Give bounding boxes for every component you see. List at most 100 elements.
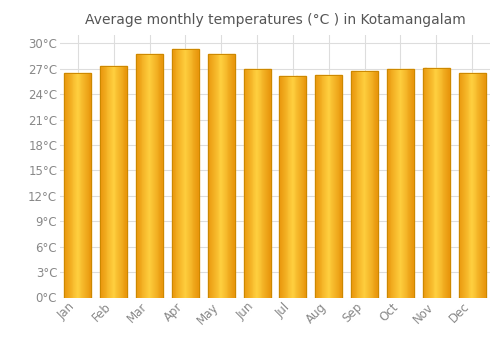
Bar — [265, 69, 266, 298]
Bar — [429, 68, 430, 298]
Bar — [329, 75, 330, 298]
Bar — [334, 75, 335, 298]
Bar — [161, 54, 162, 298]
Bar — [190, 49, 191, 298]
Bar — [84, 73, 85, 298]
Bar — [353, 71, 354, 297]
Bar — [462, 73, 463, 298]
Bar — [75, 73, 76, 298]
Bar — [197, 49, 198, 298]
Bar — [390, 69, 392, 298]
Bar — [304, 77, 306, 298]
Bar — [294, 77, 296, 298]
Bar — [333, 75, 334, 298]
Bar — [354, 71, 356, 297]
Bar — [198, 49, 199, 298]
Bar — [256, 69, 257, 298]
Bar — [244, 69, 270, 298]
Bar — [438, 68, 439, 298]
Bar — [376, 71, 377, 297]
Bar — [66, 73, 67, 298]
Bar — [77, 73, 78, 298]
Bar — [220, 54, 221, 298]
Bar — [139, 54, 140, 298]
Bar — [366, 71, 368, 297]
Bar — [458, 73, 485, 298]
Bar — [223, 54, 224, 298]
Bar — [85, 73, 86, 298]
Bar — [280, 77, 281, 298]
Bar — [437, 68, 438, 298]
Bar — [179, 49, 180, 298]
Bar — [186, 49, 187, 298]
Bar — [225, 54, 226, 298]
Bar — [411, 69, 412, 298]
Bar — [284, 77, 285, 298]
Bar — [460, 73, 462, 298]
Bar — [102, 66, 103, 298]
Bar — [119, 66, 120, 298]
Bar — [368, 71, 369, 297]
Bar — [188, 49, 189, 298]
Bar — [67, 73, 68, 298]
Bar — [369, 71, 370, 297]
Bar — [406, 69, 408, 298]
Bar — [137, 54, 138, 298]
Bar — [359, 71, 360, 297]
Title: Average monthly temperatures (°C ) in Kotamangalam: Average monthly temperatures (°C ) in Ko… — [84, 13, 466, 27]
Bar — [397, 69, 398, 298]
Bar — [387, 69, 388, 298]
Bar — [413, 69, 414, 298]
Bar — [483, 73, 484, 298]
Bar — [296, 77, 298, 298]
Bar — [105, 66, 106, 298]
Bar — [154, 54, 155, 298]
Bar — [388, 69, 389, 298]
Bar — [403, 69, 404, 298]
Bar — [424, 68, 426, 298]
Bar — [267, 69, 268, 298]
Bar — [320, 75, 322, 298]
Bar — [78, 73, 79, 298]
Bar — [254, 69, 256, 298]
Bar — [212, 54, 213, 298]
Bar — [148, 54, 150, 298]
Bar — [362, 71, 363, 297]
Bar — [244, 69, 246, 298]
Bar — [114, 66, 116, 298]
Bar — [260, 69, 262, 298]
Bar — [87, 73, 88, 298]
Bar — [335, 75, 336, 298]
Bar — [318, 75, 319, 298]
Bar — [120, 66, 121, 298]
Bar — [112, 66, 113, 298]
Bar — [121, 66, 122, 298]
Bar — [293, 77, 294, 298]
Bar — [336, 75, 337, 298]
Bar — [136, 54, 163, 298]
Bar — [74, 73, 75, 298]
Bar — [172, 49, 199, 298]
Bar — [377, 71, 378, 297]
Bar — [440, 68, 442, 298]
Bar — [465, 73, 466, 298]
Bar — [182, 49, 184, 298]
Bar — [145, 54, 146, 298]
Bar — [439, 68, 440, 298]
Bar — [70, 73, 71, 298]
Bar — [352, 71, 353, 297]
Bar — [448, 68, 449, 298]
Bar — [153, 54, 154, 298]
Bar — [445, 68, 446, 298]
Bar — [442, 68, 444, 298]
Bar — [474, 73, 475, 298]
Bar — [226, 54, 228, 298]
Bar — [300, 77, 301, 298]
Bar — [484, 73, 486, 298]
Bar — [232, 54, 233, 298]
Bar — [262, 69, 264, 298]
Bar — [473, 73, 474, 298]
Bar — [389, 69, 390, 298]
Bar — [400, 69, 402, 298]
Bar — [64, 73, 92, 298]
